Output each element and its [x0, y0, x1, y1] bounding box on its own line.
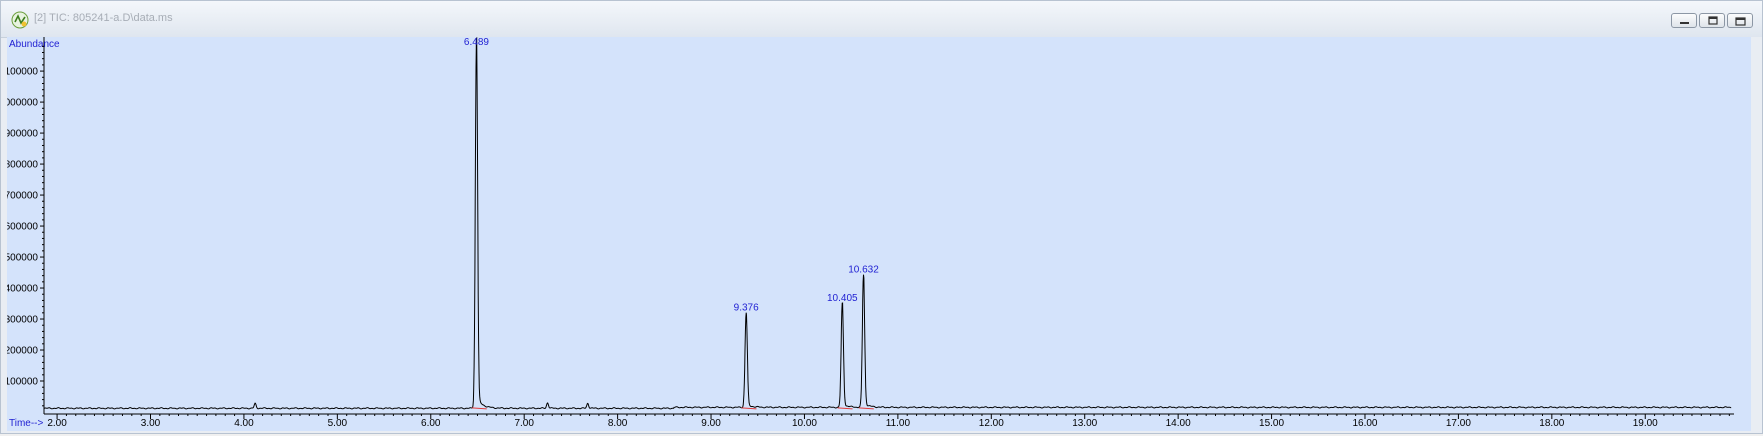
integration-baseline	[859, 408, 874, 409]
x-tick-label: 14.00	[1166, 418, 1191, 429]
y-tick-label: 500000	[7, 253, 38, 264]
tic-trace	[44, 38, 1731, 409]
x-tick-label: 10.00	[792, 418, 817, 429]
x-tick-label: 2.00	[47, 418, 67, 429]
y-tick-label: 300000	[7, 315, 38, 326]
peak-label: 10.632	[848, 265, 879, 276]
x-tick-label: 11.00	[886, 418, 911, 429]
x-tick-label: 12.00	[979, 418, 1004, 429]
integration-baseline	[838, 408, 853, 409]
integration-baseline	[472, 408, 487, 409]
y-tick-label: 1000000	[7, 98, 38, 109]
x-tick-label: 13.00	[1072, 418, 1097, 429]
x-tick-label: 8.00	[608, 418, 628, 429]
minimize-button[interactable]	[1671, 13, 1697, 28]
peak-label: 9.376	[734, 302, 759, 313]
x-tick-label: 6.00	[421, 418, 441, 429]
restore-button[interactable]	[1699, 13, 1725, 28]
x-tick-label: 17.00	[1446, 418, 1471, 429]
chromatogram-plot-area[interactable]: Abundance 100000 200000 300000 400000 500000 6…	[7, 37, 1751, 431]
vertical-scrollbar[interactable]	[1751, 37, 1762, 431]
x-tick-label: 19.00	[1633, 418, 1658, 429]
x-tick-label: 5.00	[328, 418, 348, 429]
y-tick-label: 200000	[7, 346, 38, 357]
x-tick-label: 7.00	[514, 418, 534, 429]
y-tick-label: 1100000	[7, 67, 38, 78]
peak-label: 6.489	[464, 37, 489, 48]
app-icon	[11, 11, 29, 29]
y-tick-label: 600000	[7, 222, 38, 233]
y-tick-label: 700000	[7, 191, 38, 202]
x-tick-label: 16.00	[1352, 418, 1377, 429]
chromatogram-chart: Abundance 100000 200000 300000 400000 500000 6…	[7, 37, 1751, 431]
peak-label: 10.405	[827, 293, 858, 304]
x-tick-label: 18.00	[1539, 418, 1564, 429]
x-tick-label: 15.00	[1259, 418, 1284, 429]
x-tick-label: 4.00	[234, 418, 254, 429]
y-tick-label: 100000	[7, 377, 38, 388]
y-axis-label: Abundance	[9, 39, 60, 50]
y-tick-label: 400000	[7, 284, 38, 295]
integration-baseline	[741, 408, 756, 409]
close-icon	[1728, 14, 1754, 29]
x-axis-label: Time-->	[9, 418, 44, 429]
y-tick-label: 900000	[7, 129, 38, 140]
y-tick-label: 800000	[7, 160, 38, 171]
x-tick-label: 3.00	[141, 418, 161, 429]
minimize-icon	[1672, 14, 1698, 29]
x-tick-label: 9.00	[701, 418, 721, 429]
restore-icon	[1700, 14, 1726, 29]
title-bar[interactable]: [2] TIC: 805241-a.D\data.ms	[1, 1, 1762, 38]
window-title: [2] TIC: 805241-a.D\data.ms	[34, 12, 173, 24]
close-button[interactable]	[1727, 13, 1753, 28]
